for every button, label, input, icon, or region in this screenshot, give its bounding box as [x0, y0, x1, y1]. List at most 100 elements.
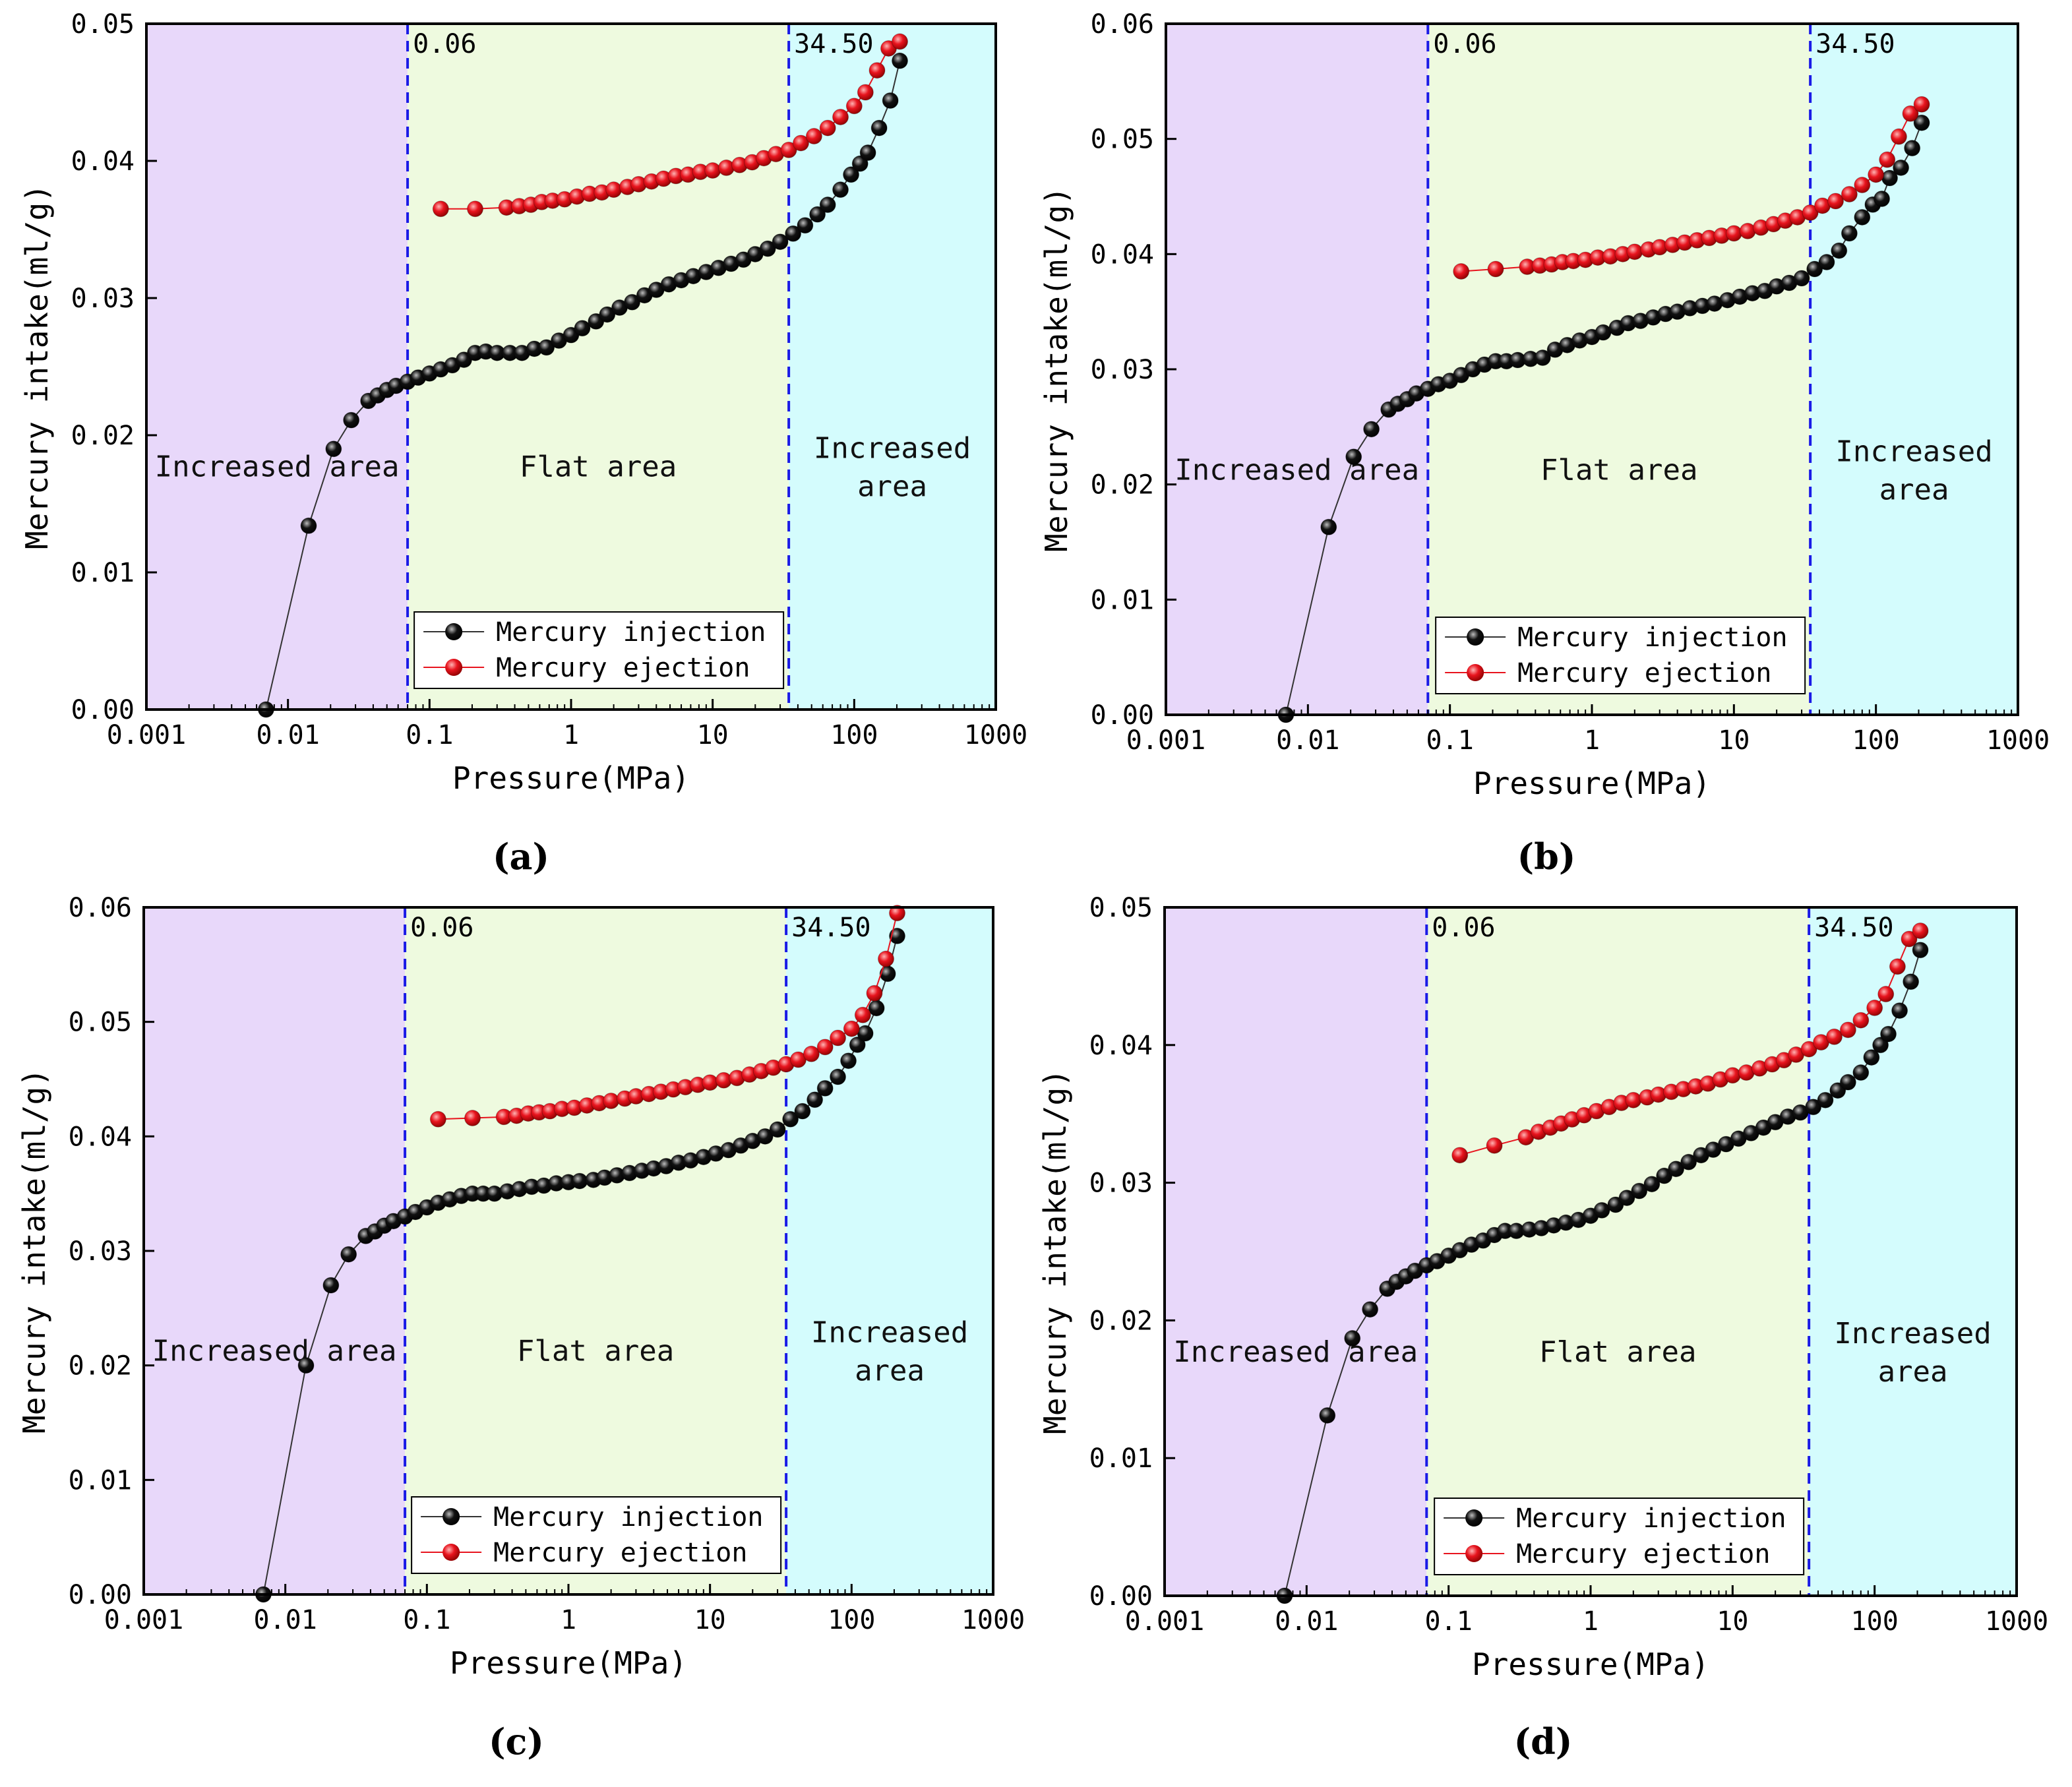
data-point-injection [819, 197, 836, 214]
region-label-line: Flat area [1540, 454, 1697, 487]
region-label-line: Increased [814, 431, 971, 465]
data-point-injection [843, 166, 860, 183]
y-tick-label: 0.00 [71, 695, 135, 725]
region-label-line: Increased area [1173, 1335, 1418, 1369]
region-label-line: Increased area [1174, 454, 1419, 487]
y-tick-label: 0.05 [1091, 125, 1154, 155]
data-point-ejection [878, 950, 895, 967]
boundary-label: 0.06 [1432, 913, 1495, 943]
region-label-line: Increased [1834, 1317, 1991, 1350]
y-tick-label: 0.02 [71, 421, 135, 451]
data-point-injection [807, 1091, 824, 1108]
data-point-ejection [704, 162, 721, 179]
legend-marker-injection [1467, 628, 1484, 646]
data-point-injection [297, 1357, 315, 1374]
region-label-line: Flat area [520, 450, 677, 483]
region-label-line: Flat area [517, 1335, 674, 1368]
y-axis-title: Mercury intake(ml/g) [1037, 1069, 1073, 1434]
data-point-injection [849, 1036, 866, 1053]
region-flat [1428, 24, 1811, 715]
region-increased-right [1810, 24, 2018, 715]
boundary-label: 34.50 [1815, 29, 1895, 59]
data-point-ejection [868, 62, 886, 79]
data-point-ejection [805, 128, 822, 145]
data-point-injection [797, 217, 814, 234]
data-point-ejection [1802, 204, 1819, 221]
y-tick-label: 0.00 [1089, 1581, 1153, 1612]
data-point-injection [809, 206, 826, 223]
plot-frame [1165, 22, 2019, 716]
panel-label: (a) [493, 835, 549, 878]
data-point-injection [1854, 208, 1871, 226]
data-point-injection [538, 339, 555, 356]
x-tick-label: 0.001 [104, 1605, 183, 1635]
data-point-ejection [1724, 1067, 1741, 1084]
x-tick-label: 100 [828, 1605, 875, 1635]
legend-marker-ejection [1467, 664, 1484, 681]
y-tick-label: 0.02 [69, 1351, 132, 1381]
data-point-ejection [1901, 930, 1918, 948]
x-tick-label: 10 [1717, 1606, 1748, 1637]
data-point-injection [1863, 1049, 1880, 1066]
data-point-injection [1903, 973, 1920, 990]
data-point-ejection [1868, 166, 1885, 183]
region-label: Increased area [811, 1316, 968, 1388]
data-point-ejection [819, 119, 836, 136]
region-label: Increased area [1174, 454, 1419, 487]
x-tick-label: 1000 [1985, 1606, 2048, 1637]
data-point-injection [1363, 421, 1380, 438]
data-point-injection [1643, 1176, 1661, 1193]
data-point-injection [1319, 1407, 1336, 1424]
legend-label-ejection: Mercury ejection [496, 653, 750, 683]
data-point-injection [1913, 114, 1930, 131]
data-point-injection [1805, 1099, 1822, 1116]
region-label: Flat area [1540, 454, 1697, 487]
data-point-injection [1656, 1167, 1673, 1184]
region-label: Increased area [1834, 1317, 1991, 1389]
data-point-injection [1793, 270, 1810, 287]
legend-marker-injection [445, 623, 463, 640]
region-label-line: area [855, 1354, 925, 1388]
data-point-injection [624, 293, 641, 311]
data-point-ejection [1453, 263, 1470, 280]
data-point-ejection [1839, 1021, 1856, 1039]
region-label-line: Increased [1835, 435, 1992, 469]
x-tick-label: 1 [1583, 1606, 1599, 1637]
data-point-ejection [843, 1020, 860, 1037]
legend-marker-injection [442, 1508, 460, 1525]
boundary-label: 34.50 [794, 29, 873, 59]
data-point-injection [1831, 242, 1848, 259]
legend-label-ejection: Mercury ejection [1517, 658, 1771, 688]
y-tick-label: 0.01 [71, 558, 135, 588]
y-tick-label: 0.03 [69, 1236, 132, 1267]
data-point-injection [1818, 254, 1835, 271]
data-point-ejection [1451, 1147, 1469, 1164]
panel-label: (c) [489, 1720, 544, 1763]
region-flat [1426, 907, 1810, 1596]
region-increased-right [786, 907, 993, 1594]
data-point-ejection [1852, 1012, 1870, 1029]
region-label: Increased area [155, 450, 400, 483]
region-increased-right [789, 24, 996, 710]
data-point-ejection [1913, 96, 1930, 113]
data-point-injection [782, 1110, 799, 1128]
data-point-ejection [792, 135, 809, 152]
data-point-injection [882, 92, 899, 109]
data-point-injection [1893, 159, 1910, 176]
legend-box [1435, 617, 1806, 694]
region-label-line: Flat area [1539, 1335, 1696, 1369]
y-tick-label: 0.05 [71, 9, 135, 40]
x-tick-label: 10 [697, 720, 729, 750]
y-tick-label: 0.04 [69, 1122, 132, 1152]
region-increased-left [1165, 907, 1427, 1596]
data-point-injection [830, 1068, 847, 1085]
legend-box [411, 1496, 782, 1574]
y-tick-label: 0.02 [1091, 470, 1154, 500]
data-point-ejection [1626, 243, 1643, 260]
x-tick-label: 100 [830, 720, 878, 750]
data-point-injection [759, 240, 776, 257]
boundary-label: 34.50 [1814, 913, 1893, 943]
data-point-ejection [1486, 1137, 1503, 1154]
data-point-ejection [1827, 193, 1844, 210]
